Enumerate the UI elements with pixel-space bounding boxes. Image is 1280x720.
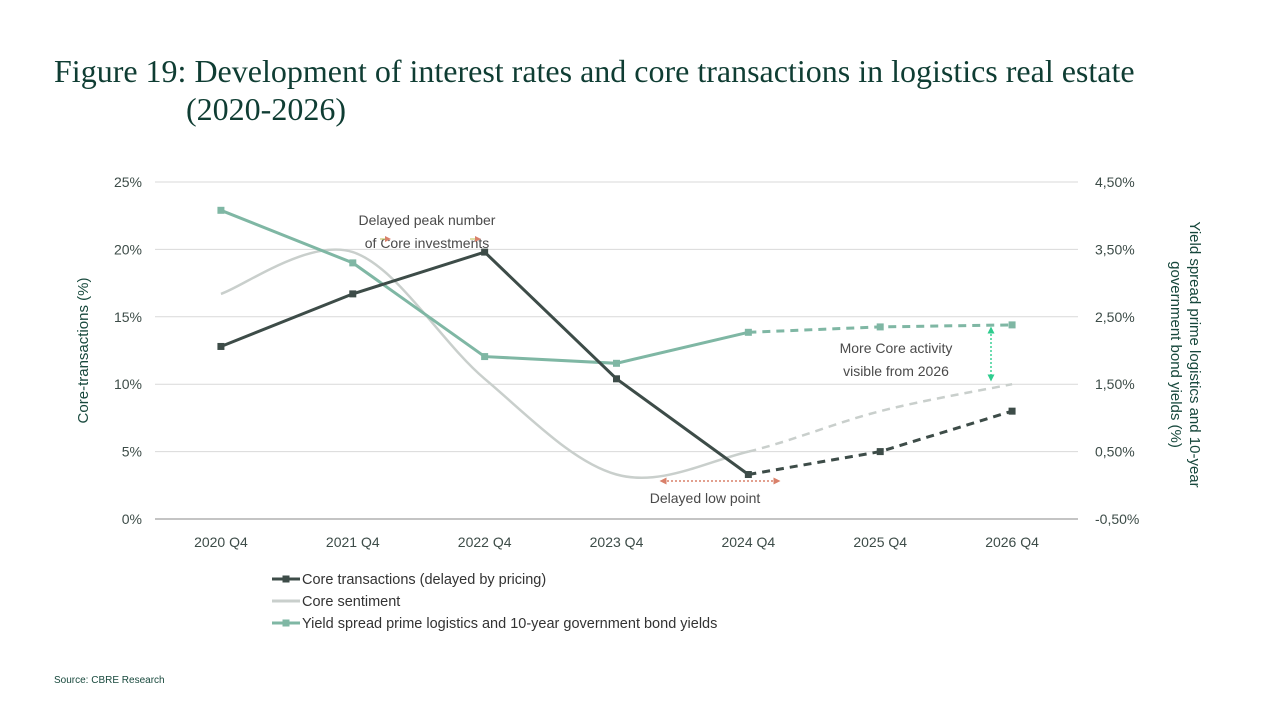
legend-swatch-marker [282, 619, 290, 627]
x-tick-label: 2026 Q4 [985, 534, 1039, 550]
series-point [349, 290, 357, 298]
annotation-more-line1: More Core activity [840, 340, 953, 356]
annotations: Delayed peak number of Core investments De… [359, 212, 995, 506]
legend-swatch-marker [282, 575, 290, 583]
source-note: Source: CBRE Research [54, 675, 165, 686]
series-line-actual [220, 208, 749, 365]
series-point [876, 448, 884, 456]
legend-item: Yield spread prime logistics and 10-year… [272, 616, 717, 632]
series-0 [217, 248, 1016, 479]
series-point [876, 323, 884, 331]
legend-item: Core sentiment [272, 594, 400, 610]
y-right-tick-label: 4,50% [1095, 174, 1135, 190]
y-left-axis-title: Core-transactions (%) [75, 278, 92, 424]
y-right-axis-title-line2: government bond yields (%) [1167, 261, 1184, 448]
y-left-tick-label: 20% [114, 241, 142, 257]
x-tick-label: 2024 Q4 [721, 534, 775, 550]
y-left-tick-label: 25% [114, 174, 142, 190]
series-point [744, 471, 752, 479]
y-right-axis-title-text: Yield spread prime logistics and 10-year… [1167, 221, 1203, 487]
series-point [1008, 407, 1016, 415]
series-point [613, 375, 620, 383]
x-tick-label: 2021 Q4 [326, 534, 380, 550]
x-tick-label: 2025 Q4 [853, 534, 907, 550]
x-tick-label: 2020 Q4 [194, 534, 248, 550]
series-point [613, 359, 620, 367]
annotation-peak-line1: Delayed peak number [359, 212, 496, 228]
y-left-tick-label: 0% [122, 511, 142, 527]
y-right-axis-title: Yield spread prime logistics and 10-year… [1167, 221, 1203, 487]
series-line-forecast [748, 382, 1013, 453]
axes: 0% 5% 10% 15% 20% 25% -0,50% 0,50% 1,50% 2,50% 3,5… [75, 174, 1203, 550]
series-point [217, 342, 225, 350]
series-point [1008, 321, 1016, 329]
y-left-tick-label: 5% [122, 444, 142, 460]
y-right-tick-label: 0,50% [1095, 444, 1135, 460]
chart-title-line2: (2020-2026) [186, 91, 346, 127]
series-point [481, 248, 489, 256]
series-point [349, 259, 357, 267]
chart-title-line1: Figure 19: Development of interest rates… [54, 53, 1135, 89]
annotation-low: Delayed low point [650, 490, 761, 506]
legend-label: Core transactions (delayed by pricing) [302, 572, 546, 588]
x-tick-label: 2023 Q4 [590, 534, 644, 550]
y-right-tick-label: 3,50% [1095, 241, 1135, 257]
series-point [481, 353, 489, 361]
x-tick-label: 2022 Q4 [458, 534, 512, 550]
series-point [217, 206, 225, 214]
y-right-tick-label: -0,50% [1095, 511, 1139, 527]
annotation-peak-line2: of Core investments [365, 235, 490, 251]
annotation-more-line2: visible from 2026 [843, 363, 949, 379]
series-line-actual [220, 248, 749, 480]
series-line-actual [220, 250, 750, 476]
legend-label: Yield spread prime logistics and 10-year… [302, 616, 717, 632]
y-left-tick-label: 15% [114, 309, 142, 325]
legend: Core transactions (delayed by pricing) Co… [272, 572, 717, 632]
chart-title: Figure 19: Development of interest rates… [54, 52, 1254, 128]
y-left-tick-label: 10% [114, 376, 142, 392]
series-point [744, 328, 752, 336]
y-right-axis-title-line1: Yield spread prime logistics and 10-year [1186, 221, 1203, 487]
series-line-forecast [748, 409, 1013, 476]
series [217, 206, 1016, 480]
series-1 [220, 248, 1013, 480]
legend-label: Core sentiment [302, 594, 400, 610]
series-2 [217, 206, 1016, 367]
legend-item: Core transactions (delayed by pricing) [272, 572, 546, 588]
y-right-tick-label: 1,50% [1095, 376, 1135, 392]
grid [155, 181, 1078, 520]
y-right-tick-label: 2,50% [1095, 309, 1135, 325]
